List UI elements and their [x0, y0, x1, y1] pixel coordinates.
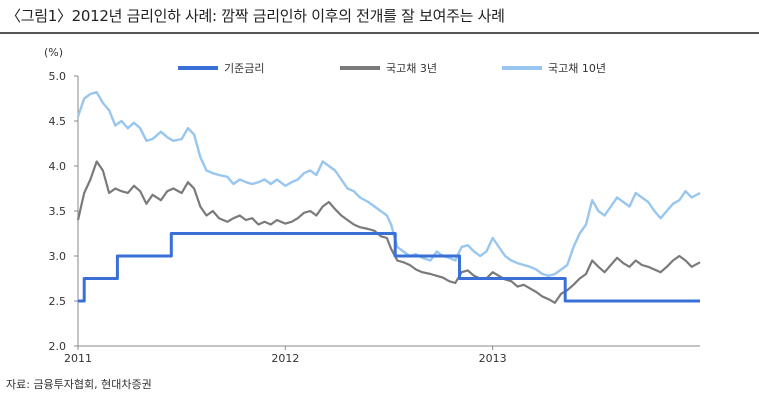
policy-rate-line — [78, 232, 700, 303]
x-tick-label: 2013 — [479, 352, 507, 365]
legend-label-3: 국고채 10년 — [548, 62, 606, 75]
ktb-10y-line — [76, 91, 701, 277]
source-note: 자료: 금융투자협회, 현대차증권 — [6, 378, 152, 391]
y-tick-label: 2.0 — [49, 340, 67, 353]
x-tick-label: 2011 — [64, 352, 92, 365]
y-tick-label: 3.5 — [49, 205, 67, 218]
axes: (%) 2.0 2.5 3.0 3.5 4.0 4.5 5.0 2011 2012 2013 — [44, 46, 700, 365]
chart: (%) 2.0 2.5 3.0 3.5 4.0 4.5 5.0 2011 2012 2013 기준금… — [44, 46, 701, 365]
y-tick-label: 4.0 — [49, 160, 67, 173]
y-axis-label: (%) — [44, 46, 63, 59]
y-tick-label: 3.0 — [49, 250, 67, 263]
title-divider — [0, 32, 759, 34]
ktb-3y-line — [76, 160, 701, 304]
series-layer — [76, 91, 701, 304]
x-tick-label: 2012 — [271, 352, 299, 365]
legend: 기준금리 국고채 3년 국고채 10년 — [178, 62, 606, 75]
y-tick-label: 5.0 — [49, 70, 67, 83]
y-tick-label: 2.5 — [49, 295, 67, 308]
chart-title: 〈그림1〉2012년 금리인하 사례: 깜짝 금리인하 이후의 전개를 잘 보여… — [6, 7, 505, 25]
y-tick-label: 4.5 — [49, 115, 67, 128]
legend-label-2: 국고채 3년 — [386, 62, 437, 75]
legend-label-1: 기준금리 — [224, 62, 264, 75]
